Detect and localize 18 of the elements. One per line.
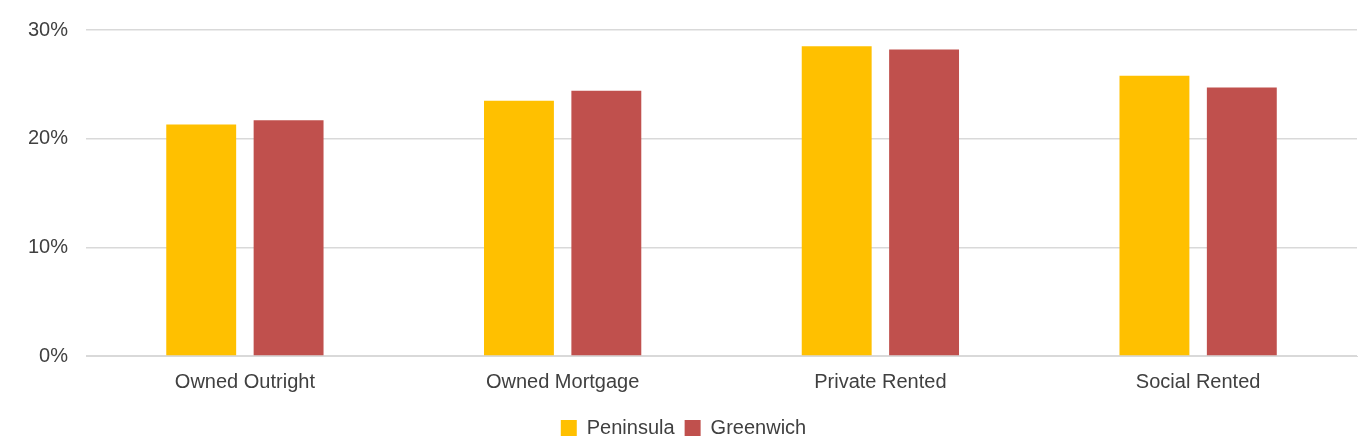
- bar: [1119, 75, 1190, 356]
- y-tick-label: 10%: [28, 234, 69, 257]
- bar: [801, 46, 872, 356]
- legend-label: Peninsula: [586, 415, 676, 438]
- bar: [484, 100, 554, 356]
- x-tick-label: Private Rented: [814, 369, 947, 392]
- legend-label: Greenwich: [710, 415, 807, 438]
- bar: [166, 124, 237, 356]
- x-tick-label: Owned Mortgage: [485, 369, 640, 392]
- y-tick-label: 30%: [28, 17, 69, 40]
- y-tick-label: 20%: [28, 126, 69, 149]
- bar: [889, 49, 960, 356]
- x-tick-label: Owned Outright: [174, 369, 316, 392]
- bar: [253, 120, 324, 356]
- bar: [571, 90, 642, 356]
- y-tick-label: 0%: [39, 343, 69, 366]
- bar: [1206, 87, 1277, 356]
- x-tick-label: Social Rented: [1135, 369, 1261, 392]
